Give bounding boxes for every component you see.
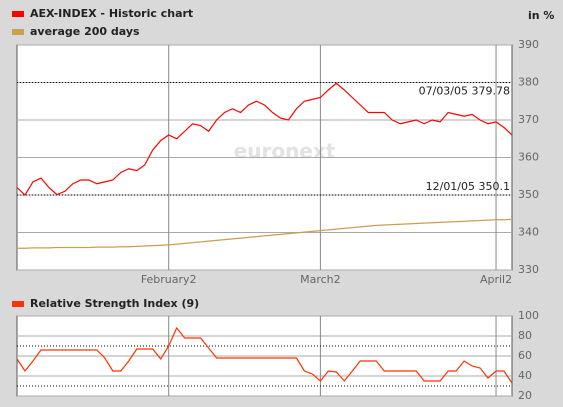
y-axis-label: in %	[528, 9, 554, 22]
legend-swatch	[12, 11, 24, 17]
y-tick-label: 40	[518, 369, 532, 382]
y-tick-label: 360	[518, 151, 539, 164]
annotation: 07/03/05 379.78	[419, 85, 510, 98]
x-tick-label: March2	[300, 273, 341, 286]
y-tick-label: 60	[518, 349, 532, 362]
legend-label: Relative Strength Index (9)	[30, 297, 199, 310]
y-tick-label: 390	[518, 38, 539, 51]
y-tick-label: 380	[518, 76, 539, 89]
x-tick-label: April2	[480, 273, 512, 286]
series-line	[16, 326, 513, 384]
series-line	[17, 218, 513, 249]
legend-swatch	[12, 301, 24, 307]
y-tick-label: 350	[518, 188, 539, 201]
annotation: 12/01/05 350.1	[426, 180, 510, 193]
legend-label: AEX-INDEX - Historic chart	[30, 7, 193, 20]
y-tick-label: 330	[518, 263, 539, 276]
y-tick-label: 80	[518, 329, 532, 342]
series-line	[16, 82, 513, 196]
y-tick-label: 370	[518, 113, 539, 126]
y-tick-label: 100	[518, 309, 539, 322]
x-tick-label: February2	[141, 273, 197, 286]
watermark: euronext	[234, 139, 336, 163]
y-tick-label: 340	[518, 226, 539, 239]
y-tick-label: 20	[518, 389, 532, 402]
legend-label: average 200 days	[30, 25, 140, 38]
legend-swatch	[12, 29, 24, 35]
